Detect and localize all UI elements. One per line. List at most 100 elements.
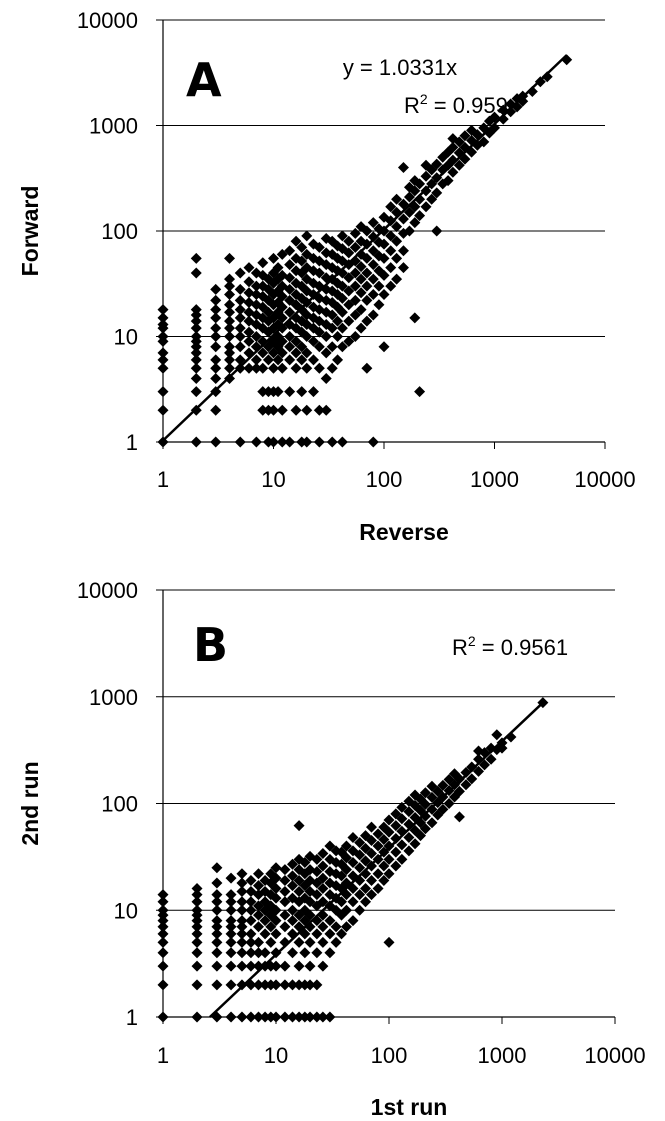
data-point: [367, 309, 379, 321]
data-point: [355, 261, 367, 273]
data-point: [311, 928, 323, 940]
data-point: [420, 201, 432, 213]
x-tick-label: 1: [157, 1043, 169, 1068]
data-point: [419, 787, 431, 799]
data-point: [431, 158, 443, 170]
data-point: [403, 206, 415, 218]
data-point: [447, 166, 459, 178]
panel-label: B: [193, 618, 228, 672]
data-point: [326, 322, 338, 334]
data-point: [276, 301, 288, 313]
data-point: [257, 347, 269, 359]
data-point: [349, 280, 361, 292]
data-point: [343, 335, 355, 347]
data-point: [211, 921, 223, 933]
data-point: [378, 874, 390, 886]
data-point: [245, 1011, 257, 1023]
data-point: [347, 896, 359, 908]
data-point: [157, 386, 169, 398]
data-point: [276, 404, 288, 416]
data-point: [293, 820, 305, 832]
data-point: [403, 191, 415, 203]
data-point: [317, 960, 329, 972]
data-point: [367, 231, 379, 243]
data-point: [361, 294, 373, 306]
data-point: [257, 386, 269, 398]
data-point: [211, 936, 223, 948]
data-point: [437, 803, 449, 815]
chart-panel-a: 1 10 100 1000 10000 1 10 100 1000 10000 A y = 1.033…: [17, 8, 636, 545]
data-point: [279, 885, 291, 897]
x-tick-label: 1: [157, 467, 169, 492]
data-point: [391, 193, 403, 205]
data-point: [311, 1011, 323, 1023]
data-point: [210, 322, 222, 334]
data-point: [360, 896, 372, 908]
data-point: [296, 354, 308, 366]
data-point: [211, 889, 223, 901]
data-point: [349, 241, 361, 253]
data-point: [191, 936, 203, 948]
data-point: [390, 846, 402, 858]
data-point: [365, 848, 377, 860]
data-point: [243, 287, 255, 299]
data-point: [478, 136, 490, 148]
y-axis-title: Forward: [17, 186, 43, 277]
data-point: [210, 341, 222, 353]
data-point: [270, 979, 282, 991]
data-point: [340, 840, 352, 852]
y-tick-label: 1: [126, 430, 138, 455]
data-point: [234, 341, 246, 353]
data-point: [290, 347, 302, 359]
data-point: [279, 960, 291, 972]
data-point: [349, 255, 361, 267]
y-axis-title: 2nd run: [17, 761, 43, 845]
data-point: [191, 896, 203, 908]
data-point: [290, 404, 302, 416]
data-point: [191, 1011, 203, 1023]
data-point: [383, 840, 395, 852]
data-point: [442, 175, 454, 187]
data-point: [224, 306, 236, 318]
data-point: [191, 960, 203, 972]
data-point: [270, 904, 282, 916]
data-point: [296, 255, 308, 267]
data-point: [257, 257, 269, 269]
data-point: [257, 362, 269, 374]
data-point: [276, 335, 288, 347]
data-point: [293, 1011, 305, 1023]
data-point: [190, 267, 202, 279]
data-point: [320, 331, 332, 342]
data-point: [343, 247, 355, 259]
data-point: [268, 252, 279, 264]
data-point: [284, 259, 296, 271]
data-point: [396, 853, 408, 865]
data-point: [157, 947, 169, 959]
data-point: [360, 868, 372, 880]
data-point: [313, 267, 325, 279]
data-point: [234, 267, 246, 279]
data-point: [272, 354, 284, 366]
data-point: [259, 915, 271, 927]
trendline: [209, 701, 544, 1018]
data-point: [320, 347, 332, 359]
data-point: [265, 936, 277, 948]
data-point: [284, 341, 296, 353]
data-point: [252, 868, 264, 880]
data-point: [396, 801, 408, 813]
data-point: [191, 904, 203, 916]
data-point: [355, 273, 367, 285]
data-point: [349, 267, 361, 279]
data-point: [409, 838, 421, 850]
trendline-equation: y = 1.0331x: [343, 55, 457, 80]
data-point: [259, 947, 271, 959]
data-point: [272, 262, 284, 274]
data-point: [191, 889, 203, 901]
data-point: [211, 928, 223, 940]
x-tick-label: 10: [264, 1043, 288, 1068]
data-point: [252, 909, 264, 921]
data-point: [265, 921, 277, 933]
data-point: [378, 252, 390, 264]
r-squared-label: R2 = 0.959: [404, 91, 508, 118]
data-point: [313, 362, 325, 374]
